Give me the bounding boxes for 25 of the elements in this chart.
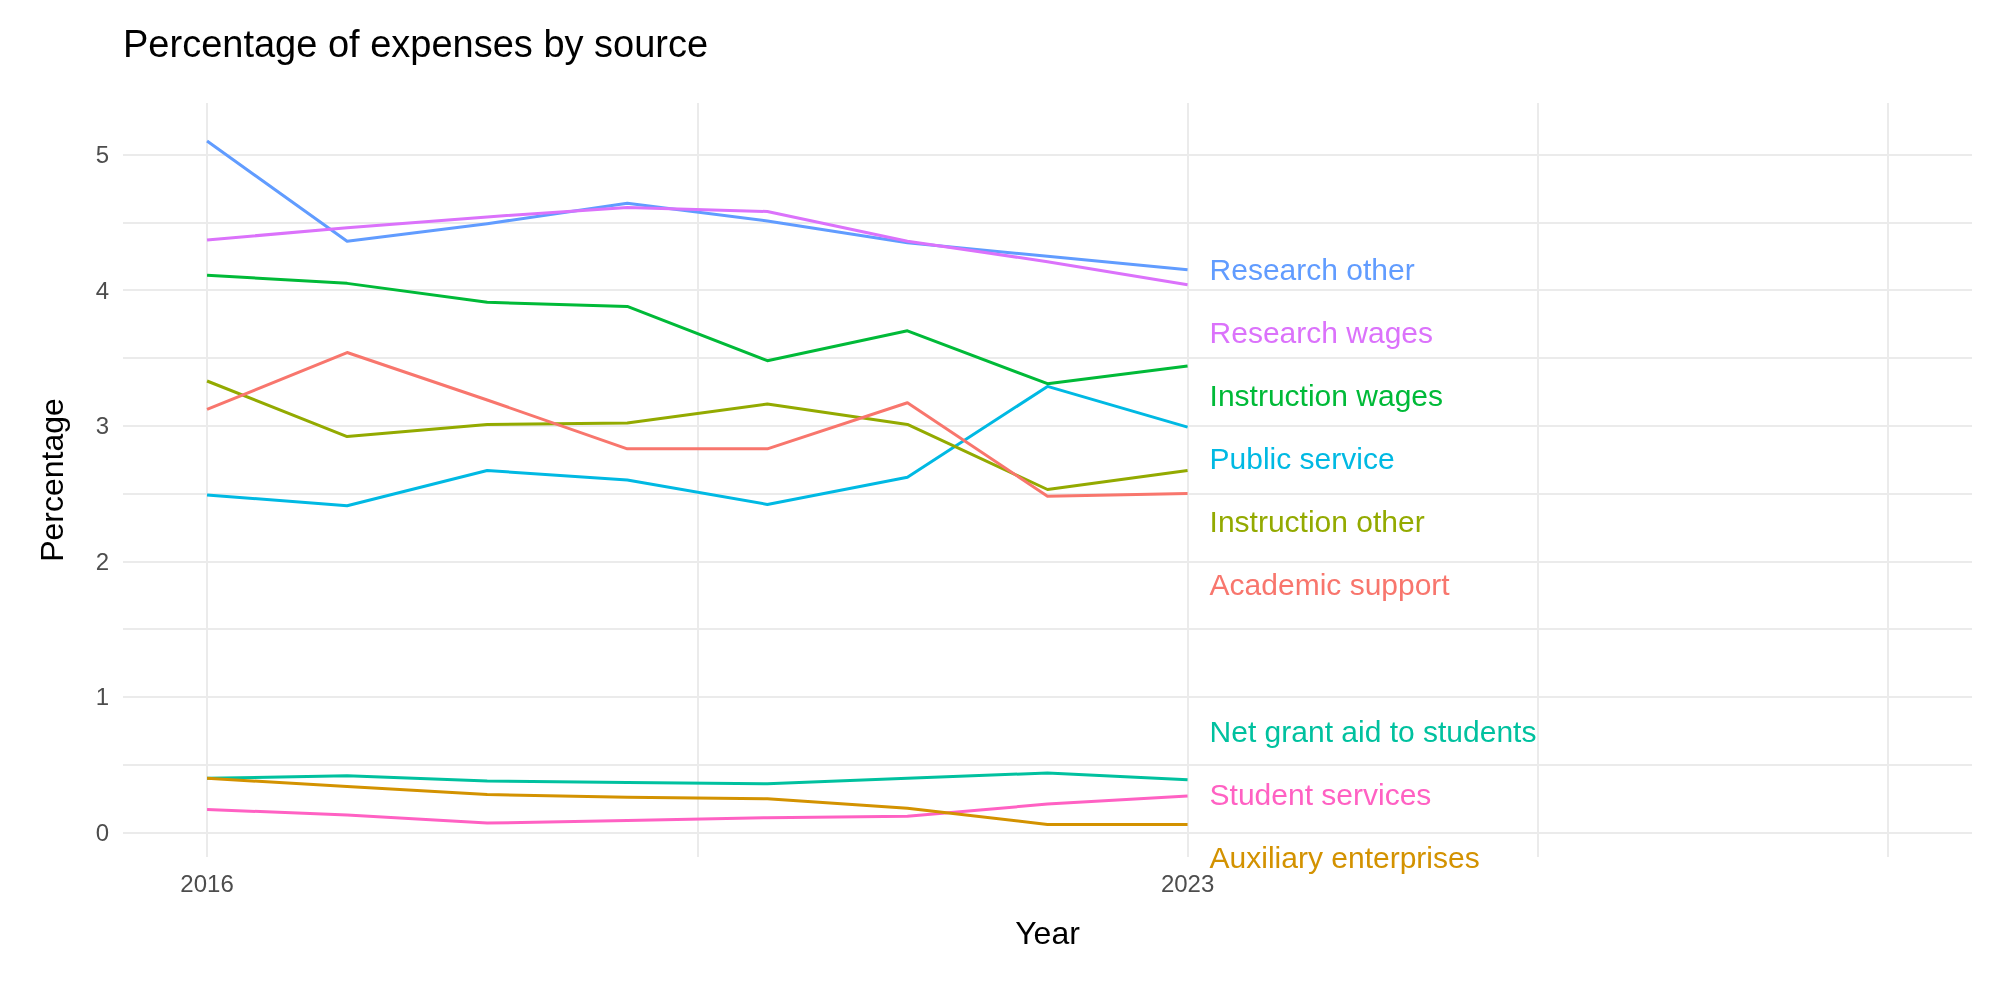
series-label: Research other	[1209, 253, 1415, 287]
line-series	[205, 379, 1190, 491]
series-label: Research wages	[1209, 316, 1434, 350]
line-series	[205, 351, 1190, 498]
y-tick-label: 0	[95, 819, 109, 847]
x-tick-label: 2016	[180, 869, 234, 897]
line-series	[205, 776, 1190, 826]
line-series	[205, 205, 1190, 287]
series-label: Instruction wages	[1209, 379, 1444, 413]
y-tick-label: 5	[95, 141, 109, 169]
y-tick-label: 2	[95, 547, 109, 575]
chart-title: Percentage of expenses by source	[123, 23, 709, 65]
y-tick-label: 4	[95, 276, 109, 304]
series-label: Student services	[1209, 777, 1432, 811]
line-series	[205, 794, 1190, 825]
series-label: Public service	[1209, 442, 1395, 476]
y-tick-label: 1	[95, 683, 109, 711]
y-axis-title: Percentage	[34, 398, 70, 562]
x-axis-title: Year	[1015, 915, 1081, 951]
series-label: Net grant aid to students	[1209, 714, 1537, 748]
line-series	[205, 384, 1190, 508]
line-series	[205, 273, 1190, 386]
text: Academic support	[1209, 568, 1451, 602]
series-label: Instruction other	[1209, 505, 1425, 539]
y-tick-label: 3	[95, 412, 109, 440]
